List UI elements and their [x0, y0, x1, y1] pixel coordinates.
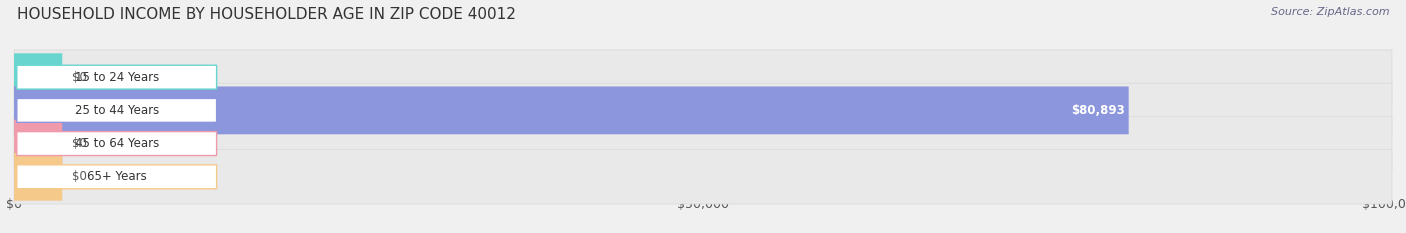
FancyBboxPatch shape — [14, 150, 1392, 204]
Text: $0: $0 — [72, 137, 87, 150]
FancyBboxPatch shape — [14, 86, 1129, 134]
Text: Source: ZipAtlas.com: Source: ZipAtlas.com — [1271, 7, 1389, 17]
FancyBboxPatch shape — [14, 153, 62, 201]
Text: 45 to 64 Years: 45 to 64 Years — [75, 137, 159, 150]
FancyBboxPatch shape — [17, 165, 217, 189]
Text: $0: $0 — [72, 170, 87, 183]
Text: 25 to 44 Years: 25 to 44 Years — [75, 104, 159, 117]
FancyBboxPatch shape — [14, 83, 1392, 138]
FancyBboxPatch shape — [17, 65, 217, 89]
Text: 65+ Years: 65+ Years — [87, 170, 146, 183]
FancyBboxPatch shape — [14, 50, 1392, 104]
Text: $0: $0 — [72, 71, 87, 84]
Text: 15 to 24 Years: 15 to 24 Years — [75, 71, 159, 84]
FancyBboxPatch shape — [17, 98, 217, 122]
FancyBboxPatch shape — [14, 116, 1392, 171]
FancyBboxPatch shape — [14, 53, 62, 101]
FancyBboxPatch shape — [14, 120, 62, 168]
FancyBboxPatch shape — [17, 132, 217, 156]
Text: HOUSEHOLD INCOME BY HOUSEHOLDER AGE IN ZIP CODE 40012: HOUSEHOLD INCOME BY HOUSEHOLDER AGE IN Z… — [17, 7, 516, 22]
Text: $80,893: $80,893 — [1071, 104, 1125, 117]
